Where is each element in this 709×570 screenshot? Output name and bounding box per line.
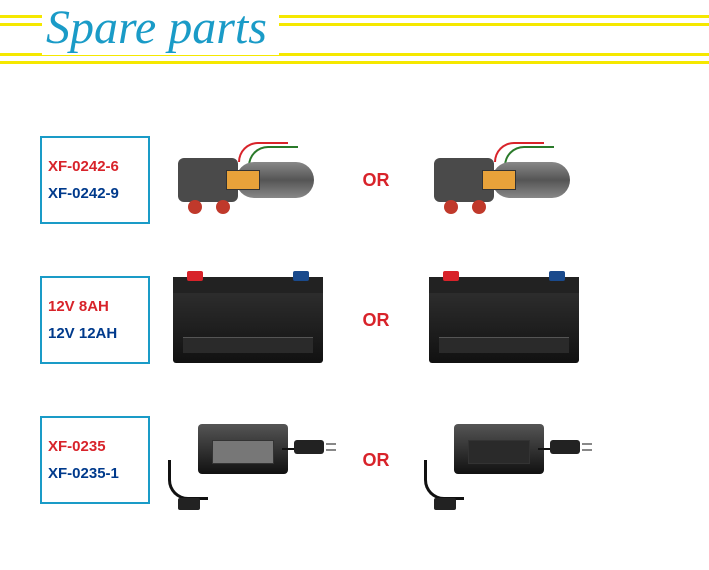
part-image-alt — [414, 125, 594, 235]
part-image-alt — [414, 405, 594, 515]
part-label-box: 12V 8AH 12V 12AH — [40, 276, 150, 364]
or-separator: OR — [346, 310, 406, 331]
part-image-alt — [414, 265, 594, 375]
parts-row: XF-0242-6 XF-0242-9 OR — [40, 120, 689, 240]
parts-list: XF-0242-6 XF-0242-9 OR 12V 8AH 12V 12A — [0, 70, 709, 520]
part-code-primary: 12V 8AH — [48, 298, 148, 315]
pump-icon — [178, 140, 318, 220]
part-image — [158, 405, 338, 515]
part-code-primary: XF-0242-6 — [48, 158, 148, 175]
page-title: Spare parts — [42, 0, 279, 55]
charger-icon — [168, 410, 328, 510]
parts-row: XF-0235 XF-0235-1 OR — [40, 400, 689, 520]
charger-icon — [424, 410, 584, 510]
rule-line — [0, 61, 709, 64]
part-code-secondary: XF-0235-1 — [48, 465, 148, 482]
header: Spare parts — [0, 0, 709, 70]
or-separator: OR — [346, 450, 406, 471]
battery-icon — [429, 277, 579, 363]
parts-row: 12V 8AH 12V 12AH OR — [40, 260, 689, 380]
or-separator: OR — [346, 170, 406, 191]
part-image — [158, 125, 338, 235]
part-code-primary: XF-0235 — [48, 438, 148, 455]
part-code-secondary: XF-0242-9 — [48, 185, 148, 202]
part-image — [158, 265, 338, 375]
part-label-box: XF-0242-6 XF-0242-9 — [40, 136, 150, 224]
pump-icon — [434, 140, 574, 220]
battery-icon — [173, 277, 323, 363]
part-code-secondary: 12V 12AH — [48, 325, 148, 342]
part-label-box: XF-0235 XF-0235-1 — [40, 416, 150, 504]
